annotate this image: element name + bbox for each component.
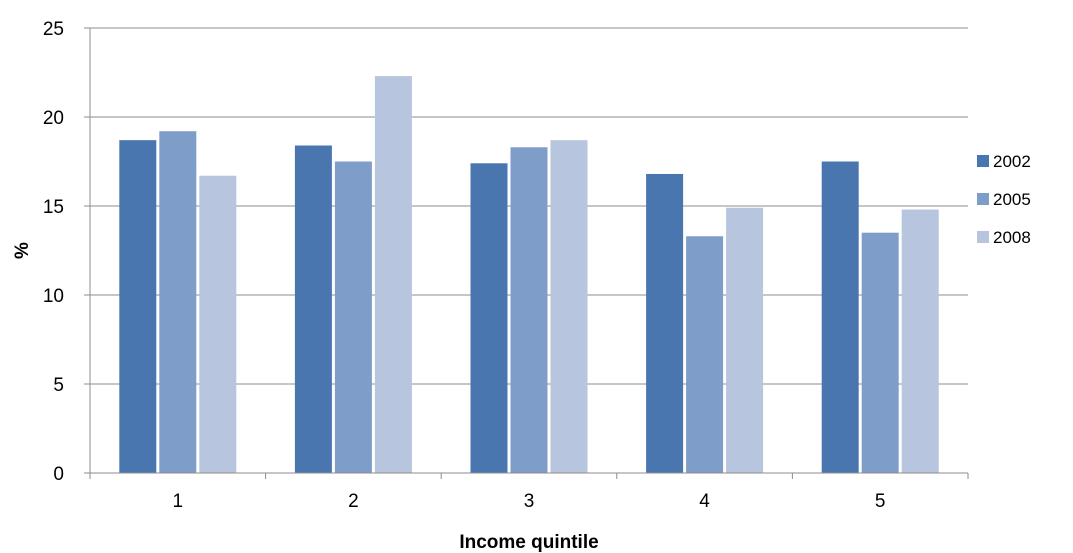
legend-label: 2008 bbox=[993, 228, 1031, 247]
legend-swatch-2008 bbox=[977, 231, 989, 243]
x-tick-label: 5 bbox=[875, 491, 886, 512]
bar-2008-q4 bbox=[726, 207, 764, 473]
bar-2008-q1 bbox=[199, 175, 237, 474]
axes bbox=[89, 28, 968, 474]
legend-swatch-2005 bbox=[977, 193, 989, 205]
legend: 2002 2005 2008 bbox=[977, 152, 1031, 247]
bar-2005-q2 bbox=[334, 161, 372, 473]
x-tick-label: 4 bbox=[699, 491, 710, 512]
legend-label: 2005 bbox=[993, 190, 1031, 209]
bars bbox=[119, 76, 939, 474]
bar-2002-q3 bbox=[470, 163, 508, 473]
y-tick-label: 15 bbox=[43, 197, 64, 218]
y-tick-label: 5 bbox=[53, 375, 64, 396]
bar-2002-q2 bbox=[294, 145, 332, 474]
y-tick-labels: 0 5 10 15 20 25 bbox=[43, 19, 64, 485]
x-tick-labels: 1 2 3 4 5 bbox=[89, 473, 969, 512]
y-axis-title: % bbox=[12, 242, 33, 259]
y-tick-label: 10 bbox=[43, 286, 64, 307]
y-tick-label: 0 bbox=[53, 464, 64, 485]
legend-swatch-2002 bbox=[977, 155, 989, 167]
x-axis-title: Income quintile bbox=[459, 532, 598, 553]
bar-2002-q1 bbox=[119, 140, 157, 473]
bar-2002-q5 bbox=[821, 161, 859, 473]
bar-2005-q5 bbox=[861, 232, 899, 473]
x-tick-label: 3 bbox=[524, 491, 535, 512]
bar-2005-q1 bbox=[159, 131, 197, 474]
bar-2008-q5 bbox=[901, 209, 939, 473]
bar-2008-q3 bbox=[550, 140, 588, 473]
y-tick-label: 20 bbox=[43, 108, 64, 129]
x-tick-label: 2 bbox=[348, 491, 359, 512]
bar-2005-q3 bbox=[510, 147, 548, 473]
legend-label: 2002 bbox=[993, 152, 1031, 171]
x-tick-label: 1 bbox=[173, 491, 184, 512]
bar-2008-q2 bbox=[374, 76, 412, 473]
bar-2005-q4 bbox=[686, 236, 724, 473]
y-tick-label: 25 bbox=[43, 19, 64, 40]
bar-2002-q4 bbox=[646, 173, 684, 473]
